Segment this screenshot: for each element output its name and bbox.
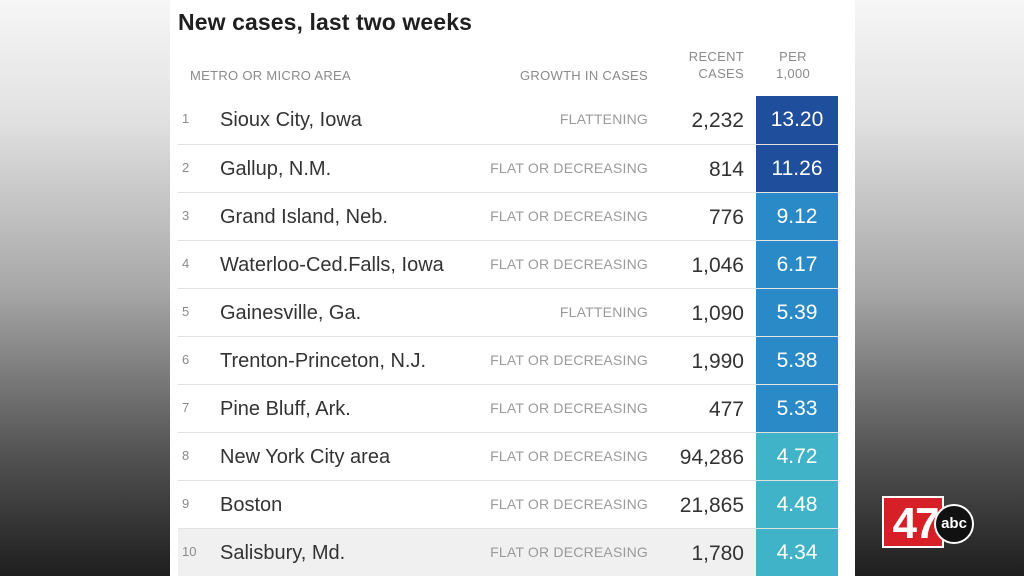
row-area-name: Boston: [220, 494, 283, 516]
row-area-name: New York City area: [220, 446, 391, 468]
row-growth: FLAT OR DECREASING: [490, 208, 648, 224]
row-growth: FLAT OR DECREASING: [490, 448, 648, 464]
column-header-per-line2: 1,000: [775, 66, 811, 81]
table-row: 1 Sioux City, Iowa FLATTENING 2,232 13.20: [178, 96, 838, 144]
table-row: 4 Waterloo-Ced.Falls, Iowa FLAT OR DECREAS…: [178, 240, 838, 289]
row-recent-cases: 776: [708, 206, 744, 229]
row-growth: FLAT OR DECREASING: [490, 496, 648, 512]
column-header-recent-line1: RECENT: [688, 49, 744, 64]
row-per-1000: 9.12: [756, 193, 838, 241]
row-recent-cases: 21,865: [679, 494, 744, 517]
row-rank: 9: [182, 496, 190, 511]
row-rank: 4: [182, 256, 190, 271]
row-rank: 1: [182, 111, 190, 126]
row-area-name: Gainesville, Ga.: [220, 302, 362, 324]
row-recent-cases: 1,046: [691, 254, 744, 277]
row-rank: 3: [182, 208, 190, 223]
station-logo: 47 abc: [880, 494, 980, 550]
row-rank: 5: [182, 304, 190, 319]
table-row: 9 Boston FLAT OR DECREASING 21,865 4.48: [178, 480, 838, 529]
data-table: 1 Sioux City, Iowa FLATTENING 2,232 13.20 2 Ga…: [178, 96, 838, 576]
abc-logo-icon: abc: [934, 504, 974, 544]
row-area-name: Pine Bluff, Ark.: [220, 398, 351, 420]
row-per-1000: 4.34: [756, 529, 838, 576]
logo-number: 47: [892, 499, 940, 548]
column-header-per-line1: PER: [779, 49, 807, 64]
row-recent-cases: 1,990: [691, 350, 744, 373]
row-recent-cases: 814: [708, 158, 744, 181]
column-header-per-1000: PER 1,000: [758, 48, 828, 82]
row-area-name: Gallup, N.M.: [220, 158, 332, 180]
row-recent-cases: 477: [708, 398, 744, 421]
row-growth: FLATTENING: [559, 111, 648, 127]
table-panel: New cases, last two weeks METRO OR MICRO…: [170, 0, 855, 576]
row-growth: FLATTENING: [559, 304, 648, 320]
column-header-recent-cases: RECENT CASES: [660, 48, 744, 82]
row-recent-cases: 94,286: [679, 446, 744, 469]
table-row: 2 Gallup, N.M. FLAT OR DECREASING 814 11.26: [178, 144, 838, 193]
row-recent-cases: 1,780: [691, 542, 744, 565]
row-growth: FLAT OR DECREASING: [490, 400, 648, 416]
row-per-1000: 5.38: [756, 337, 838, 385]
row-rank: 10: [182, 544, 197, 559]
table-row: 3 Grand Island, Neb. FLAT OR DECREASING 776…: [178, 192, 838, 241]
row-area-name: Grand Island, Neb.: [220, 206, 388, 228]
row-per-1000: 4.72: [756, 433, 838, 481]
logo-red-box: 47: [882, 496, 944, 548]
row-growth: FLAT OR DECREASING: [490, 352, 648, 368]
row-rank: 6: [182, 352, 190, 367]
table-row: 7 Pine Bluff, Ark. FLAT OR DECREASING 477 5.…: [178, 384, 838, 433]
row-growth: FLAT OR DECREASING: [490, 256, 648, 272]
row-area-name: Trenton-Princeton, N.J.: [220, 350, 427, 372]
row-per-1000: 5.33: [756, 385, 838, 433]
table-row: 10 Salisbury, Md. FLAT OR DECREASING 1,780 4…: [178, 528, 838, 576]
row-recent-cases: 2,232: [691, 109, 744, 132]
row-area-name: Salisbury, Md.: [220, 542, 346, 564]
column-header-recent-line2: CASES: [698, 66, 744, 81]
row-rank: 7: [182, 400, 190, 415]
right-background: [855, 0, 1024, 576]
row-rank: 8: [182, 448, 190, 463]
row-growth: FLAT OR DECREASING: [490, 160, 648, 176]
row-recent-cases: 1,090: [691, 302, 744, 325]
row-rank: 2: [182, 160, 190, 175]
row-growth: FLAT OR DECREASING: [490, 544, 648, 560]
table-row: 6 Trenton-Princeton, N.J. FLAT OR DECREASI…: [178, 336, 838, 385]
row-per-1000: 4.48: [756, 481, 838, 529]
left-background: [0, 0, 170, 576]
row-area-name: Waterloo-Ced.Falls, Iowa: [220, 254, 444, 276]
row-per-1000: 11.26: [756, 145, 838, 193]
page-title: New cases, last two weeks: [178, 9, 472, 35]
row-per-1000: 5.39: [756, 289, 838, 337]
column-header-growth: GROWTH IN CASES: [519, 68, 648, 83]
row-area-name: Sioux City, Iowa: [220, 109, 362, 131]
row-per-1000: 13.20: [756, 96, 838, 144]
column-header-metro: METRO OR MICRO AREA: [190, 68, 351, 83]
table-row: 5 Gainesville, Ga. FLATTENING 1,090 5.39: [178, 288, 838, 337]
row-per-1000: 6.17: [756, 241, 838, 289]
table-row: 8 New York City area FLAT OR DECREASING 94,…: [178, 432, 838, 481]
